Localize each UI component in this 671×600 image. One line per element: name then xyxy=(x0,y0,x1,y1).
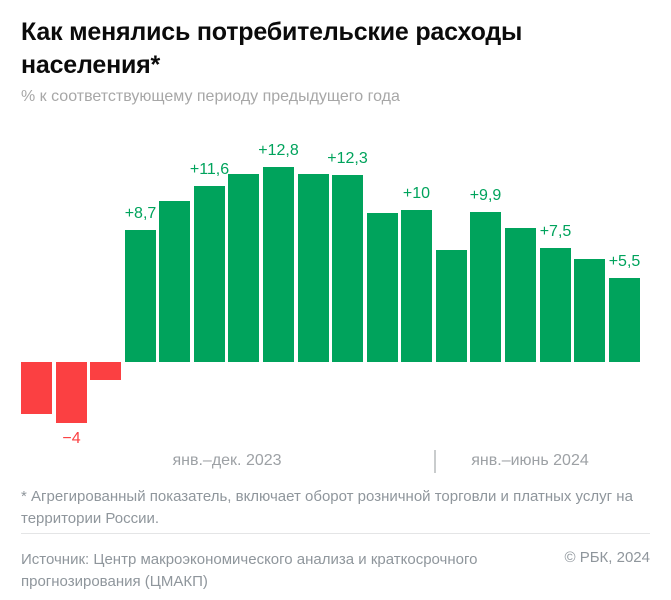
chart-title: Как менялись потребительские расходы нас… xyxy=(21,18,523,79)
bar xyxy=(609,278,640,362)
bar-value-label: +8,7 xyxy=(124,205,157,222)
bar xyxy=(56,362,87,423)
bar xyxy=(540,248,571,362)
bar-value-label: +5,5 xyxy=(608,253,641,270)
bar xyxy=(21,362,52,414)
bar xyxy=(436,250,467,362)
bar xyxy=(574,259,605,362)
bar xyxy=(332,175,363,362)
axis-group-label-2024: янв.–июнь 2024 xyxy=(471,452,589,469)
bar xyxy=(505,228,536,362)
bar xyxy=(298,174,329,362)
bar-value-label: +7,5 xyxy=(539,223,572,240)
copyright: © РБК, 2024 xyxy=(564,549,650,566)
bar-value-label: −4 xyxy=(62,430,81,447)
bar xyxy=(470,212,501,362)
bar xyxy=(228,174,259,362)
chart-footnote: * Агрегированный показатель, включает об… xyxy=(21,488,633,527)
bar xyxy=(90,362,121,380)
bar xyxy=(159,201,190,362)
axis-group-divider xyxy=(434,450,436,473)
axis-group-label-2023: янв.–дек. 2023 xyxy=(172,452,282,469)
bar xyxy=(367,213,398,362)
bar-value-label: +9,9 xyxy=(469,187,502,204)
bar xyxy=(401,210,432,362)
footer-divider xyxy=(21,533,650,534)
chart-subtitle: % к соответствующему периоду предыдущего… xyxy=(21,88,400,105)
bar-value-label: +12,3 xyxy=(327,150,368,167)
source-credit: Источник: Центр макроэкономического анал… xyxy=(21,551,478,590)
bar xyxy=(194,186,225,362)
bar-value-label: +11,6 xyxy=(189,161,230,178)
bar-value-label: +12,8 xyxy=(258,142,299,159)
bar xyxy=(263,167,294,362)
bar-value-label: +10 xyxy=(402,185,431,202)
bar xyxy=(125,230,156,362)
